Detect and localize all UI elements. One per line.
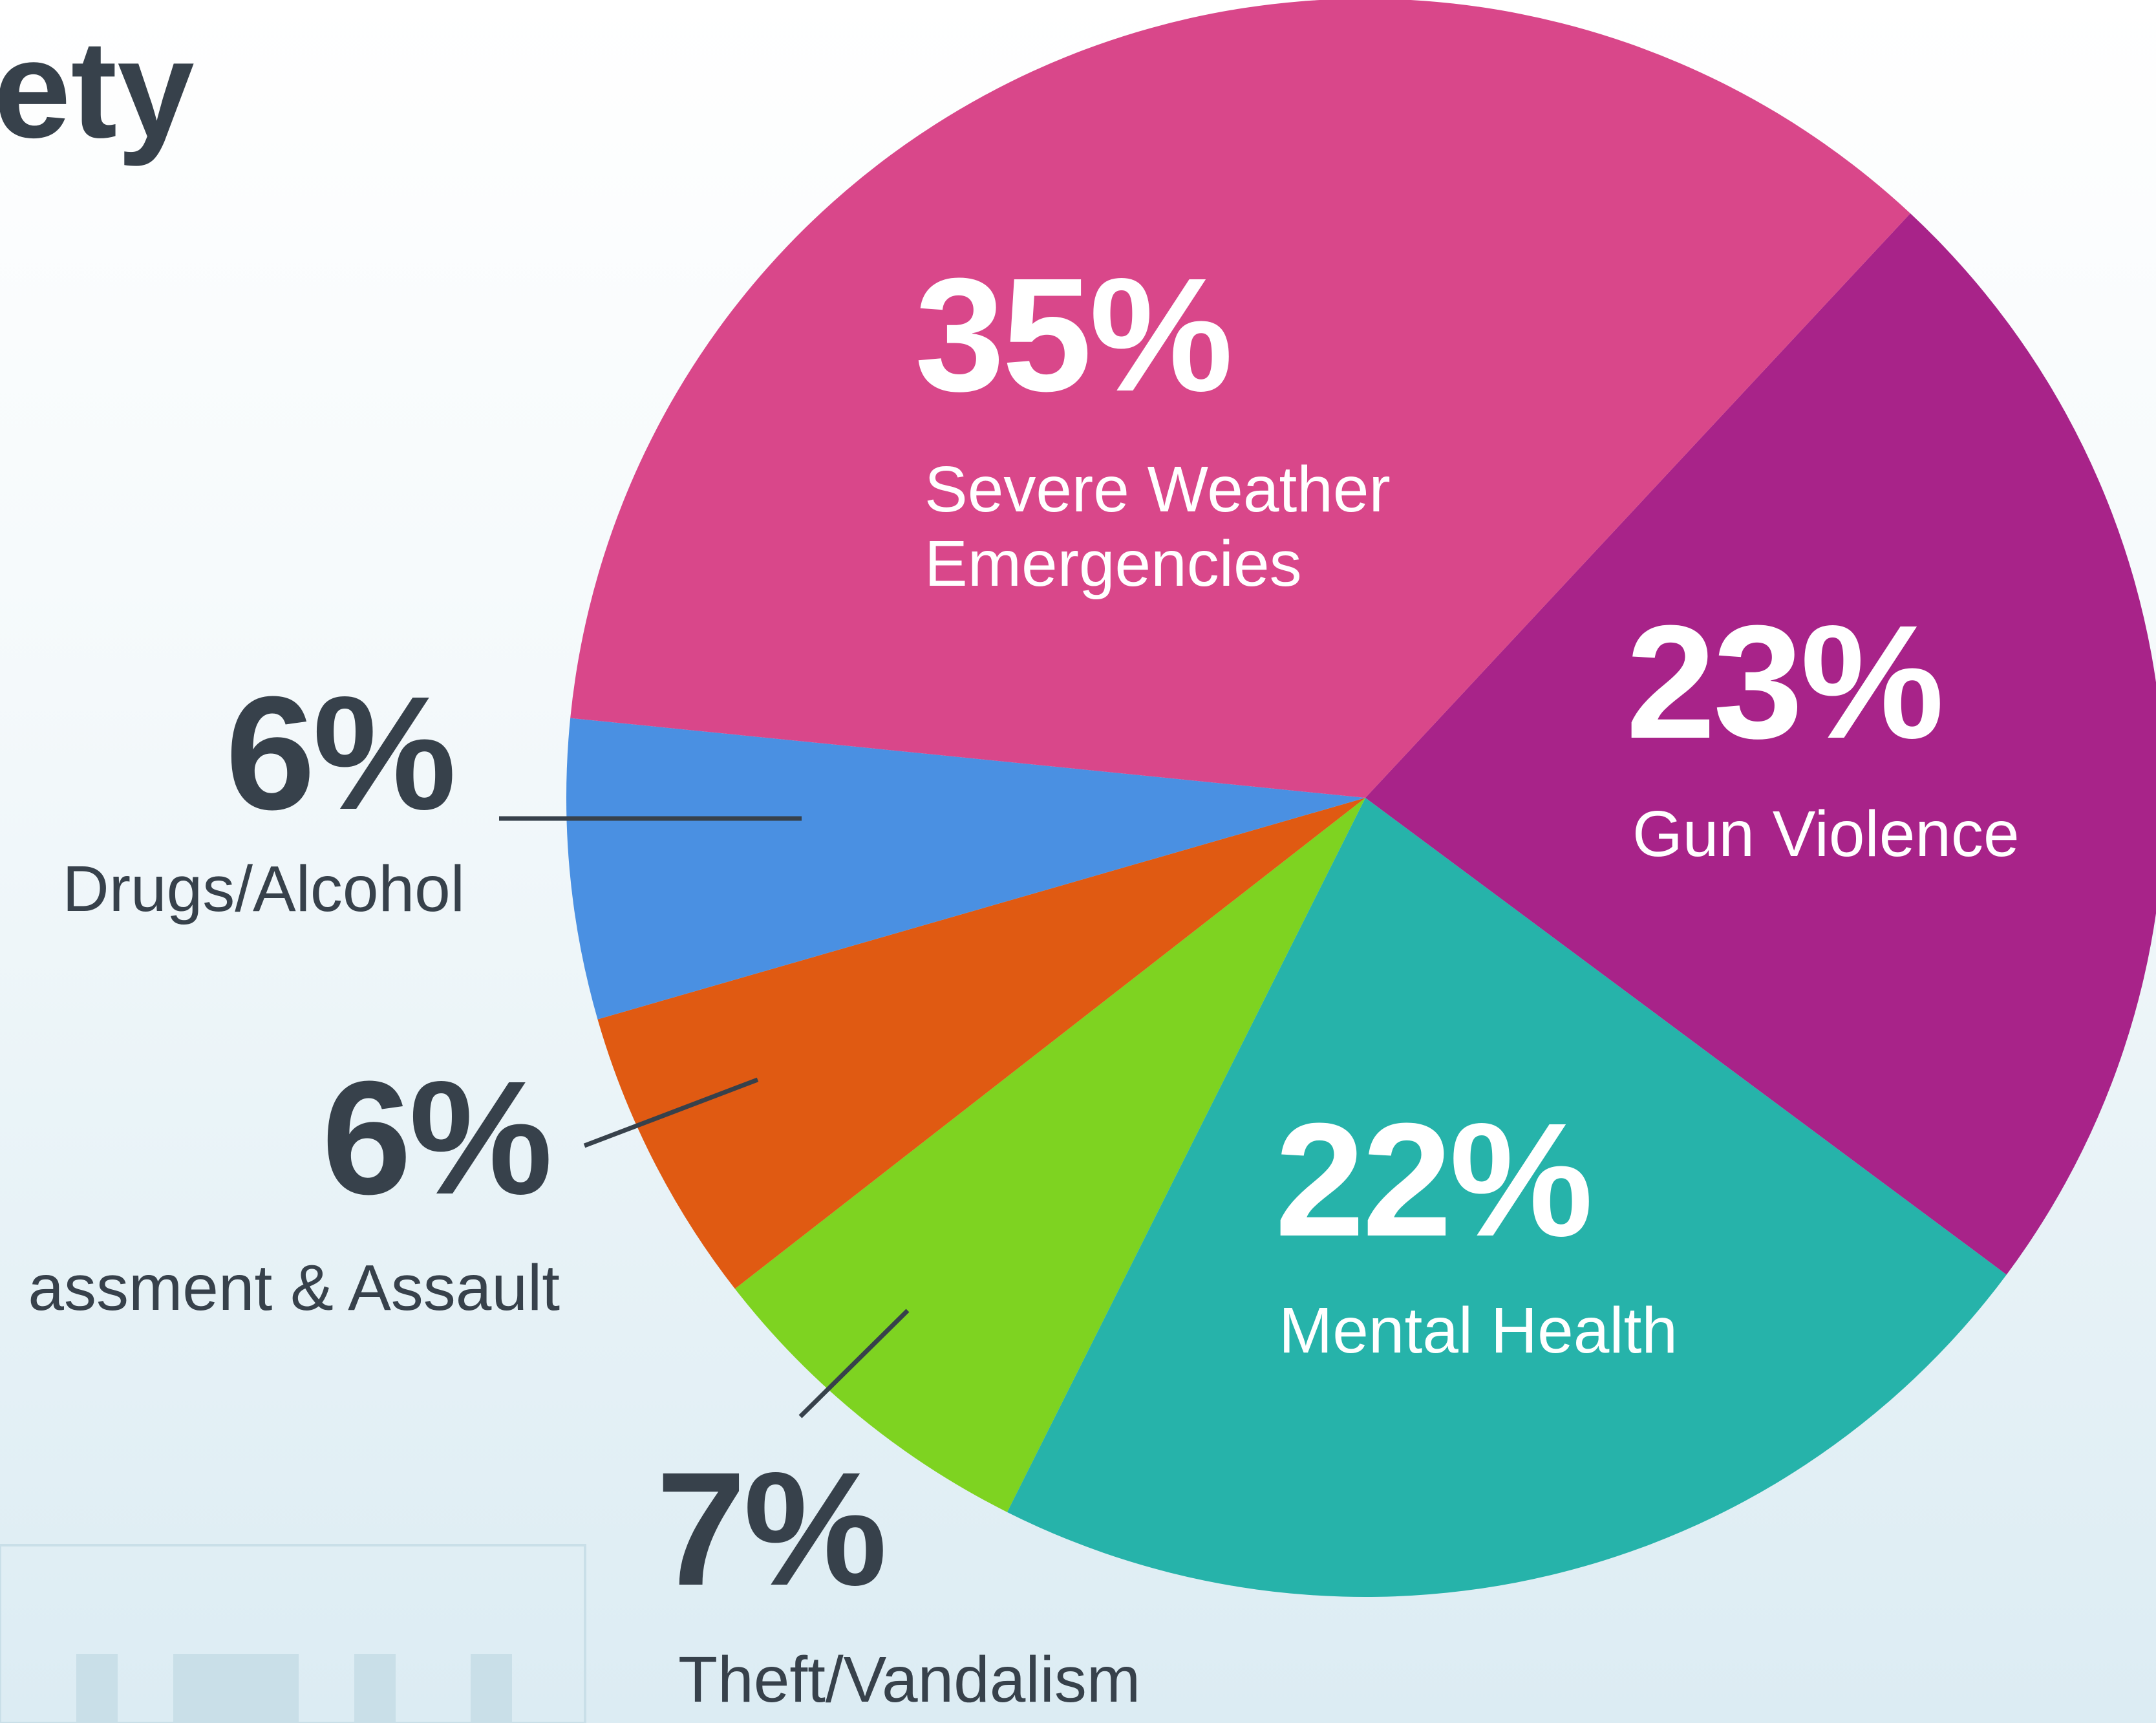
value-label: 23% bbox=[1626, 601, 1941, 763]
value-label: 6% bbox=[322, 1057, 550, 1219]
value-label: 22% bbox=[1275, 1099, 1590, 1261]
category-label: Mental Health bbox=[1279, 1298, 1678, 1363]
category-label: Gun Violence bbox=[1632, 802, 2020, 866]
category-label: Drugs/Alcohol bbox=[62, 857, 465, 921]
value-label: 35% bbox=[915, 254, 1230, 416]
category-label: Theft/Vandalism bbox=[678, 1647, 1140, 1712]
background-buildings bbox=[0, 1545, 585, 1723]
value-label: 6% bbox=[226, 672, 454, 834]
page: ety 23% Gun Violence 22% Mental Health 7% The… bbox=[0, 0, 2156, 1723]
category-label: Severe Weather Emergencies bbox=[924, 453, 1429, 601]
category-label: assment & Assault bbox=[28, 1256, 560, 1320]
chart-title: ety bbox=[0, 19, 195, 158]
value-label: 7% bbox=[656, 1448, 884, 1610]
